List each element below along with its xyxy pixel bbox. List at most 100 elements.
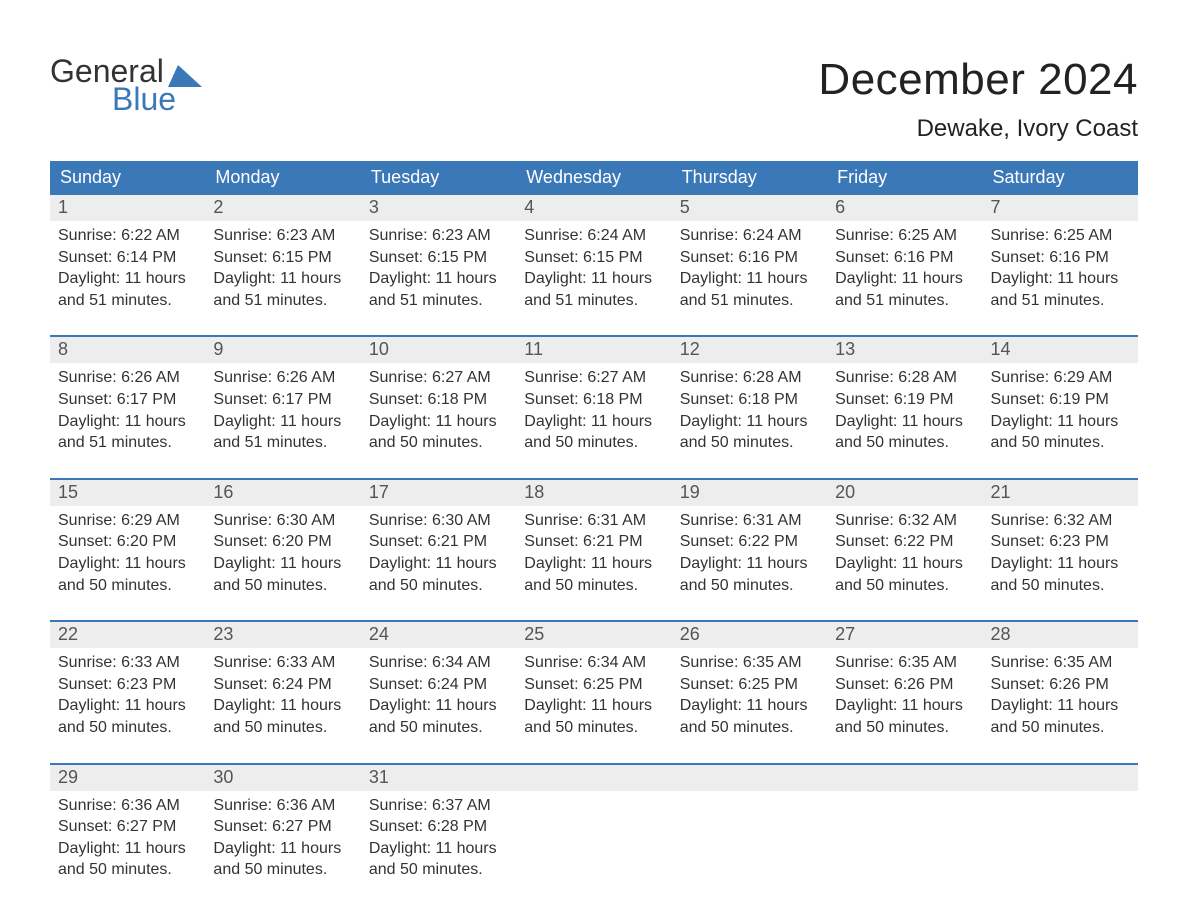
day-body: Sunrise: 6:24 AMSunset: 6:15 PMDaylight:… bbox=[516, 221, 671, 311]
day-body: Sunrise: 6:30 AMSunset: 6:21 PMDaylight:… bbox=[361, 506, 516, 596]
day-body: Sunrise: 6:31 AMSunset: 6:21 PMDaylight:… bbox=[516, 506, 671, 596]
day-cell: 17Sunrise: 6:30 AMSunset: 6:21 PMDayligh… bbox=[361, 480, 516, 620]
day-ss: Sunset: 6:26 PM bbox=[835, 674, 974, 696]
day-sr: Sunrise: 6:34 AM bbox=[369, 652, 508, 674]
day-number: 1 bbox=[50, 195, 205, 221]
day-body: Sunrise: 6:23 AMSunset: 6:15 PMDaylight:… bbox=[205, 221, 360, 311]
day-body bbox=[827, 791, 982, 801]
day-number: 4 bbox=[516, 195, 671, 221]
day-cell: 20Sunrise: 6:32 AMSunset: 6:22 PMDayligh… bbox=[827, 480, 982, 620]
day-d1: Daylight: 11 hours bbox=[369, 838, 508, 860]
day-cell: 9Sunrise: 6:26 AMSunset: 6:17 PMDaylight… bbox=[205, 337, 360, 477]
weekday-header-row: SundayMondayTuesdayWednesdayThursdayFrid… bbox=[50, 161, 1138, 195]
day-ss: Sunset: 6:24 PM bbox=[213, 674, 352, 696]
day-d2: and 50 minutes. bbox=[369, 717, 508, 739]
weekday-header: Saturday bbox=[983, 161, 1138, 195]
day-number: 22 bbox=[50, 622, 205, 648]
day-ss: Sunset: 6:16 PM bbox=[991, 247, 1130, 269]
day-number: 9 bbox=[205, 337, 360, 363]
day-cell: 13Sunrise: 6:28 AMSunset: 6:19 PMDayligh… bbox=[827, 337, 982, 477]
day-d2: and 51 minutes. bbox=[58, 290, 197, 312]
day-number bbox=[983, 765, 1138, 791]
day-body bbox=[983, 791, 1138, 801]
day-body: Sunrise: 6:32 AMSunset: 6:23 PMDaylight:… bbox=[983, 506, 1138, 596]
day-d2: and 50 minutes. bbox=[680, 432, 819, 454]
day-d1: Daylight: 11 hours bbox=[524, 268, 663, 290]
day-number: 30 bbox=[205, 765, 360, 791]
day-d1: Daylight: 11 hours bbox=[58, 695, 197, 717]
day-number: 11 bbox=[516, 337, 671, 363]
day-number: 2 bbox=[205, 195, 360, 221]
day-d2: and 51 minutes. bbox=[680, 290, 819, 312]
day-d2: and 50 minutes. bbox=[524, 432, 663, 454]
day-d1: Daylight: 11 hours bbox=[58, 268, 197, 290]
day-body: Sunrise: 6:28 AMSunset: 6:19 PMDaylight:… bbox=[827, 363, 982, 453]
day-ss: Sunset: 6:22 PM bbox=[680, 531, 819, 553]
day-d1: Daylight: 11 hours bbox=[369, 553, 508, 575]
day-cell: 24Sunrise: 6:34 AMSunset: 6:24 PMDayligh… bbox=[361, 622, 516, 762]
day-sr: Sunrise: 6:35 AM bbox=[680, 652, 819, 674]
day-cell: 14Sunrise: 6:29 AMSunset: 6:19 PMDayligh… bbox=[983, 337, 1138, 477]
day-ss: Sunset: 6:28 PM bbox=[369, 816, 508, 838]
day-cell: 4Sunrise: 6:24 AMSunset: 6:15 PMDaylight… bbox=[516, 195, 671, 335]
day-ss: Sunset: 6:15 PM bbox=[524, 247, 663, 269]
header-bar: General Blue December 2024 Dewake, Ivory… bbox=[50, 55, 1138, 143]
week-row: 8Sunrise: 6:26 AMSunset: 6:17 PMDaylight… bbox=[50, 335, 1138, 477]
day-ss: Sunset: 6:14 PM bbox=[58, 247, 197, 269]
day-sr: Sunrise: 6:30 AM bbox=[213, 510, 352, 532]
day-d2: and 50 minutes. bbox=[524, 575, 663, 597]
logo: General Blue bbox=[50, 55, 202, 115]
day-body bbox=[516, 791, 671, 801]
day-number: 15 bbox=[50, 480, 205, 506]
day-d1: Daylight: 11 hours bbox=[213, 838, 352, 860]
day-ss: Sunset: 6:24 PM bbox=[369, 674, 508, 696]
day-d2: and 51 minutes. bbox=[213, 432, 352, 454]
day-ss: Sunset: 6:18 PM bbox=[369, 389, 508, 411]
day-number bbox=[827, 765, 982, 791]
day-sr: Sunrise: 6:33 AM bbox=[58, 652, 197, 674]
day-d2: and 50 minutes. bbox=[369, 432, 508, 454]
day-d1: Daylight: 11 hours bbox=[991, 268, 1130, 290]
day-cell: 6Sunrise: 6:25 AMSunset: 6:16 PMDaylight… bbox=[827, 195, 982, 335]
day-body: Sunrise: 6:35 AMSunset: 6:25 PMDaylight:… bbox=[672, 648, 827, 738]
day-body: Sunrise: 6:22 AMSunset: 6:14 PMDaylight:… bbox=[50, 221, 205, 311]
day-cell: 18Sunrise: 6:31 AMSunset: 6:21 PMDayligh… bbox=[516, 480, 671, 620]
day-number bbox=[516, 765, 671, 791]
day-ss: Sunset: 6:19 PM bbox=[835, 389, 974, 411]
day-d2: and 50 minutes. bbox=[991, 432, 1130, 454]
day-d1: Daylight: 11 hours bbox=[835, 553, 974, 575]
day-d2: and 50 minutes. bbox=[835, 717, 974, 739]
week-row: 22Sunrise: 6:33 AMSunset: 6:23 PMDayligh… bbox=[50, 620, 1138, 762]
day-d1: Daylight: 11 hours bbox=[680, 268, 819, 290]
day-d1: Daylight: 11 hours bbox=[369, 695, 508, 717]
day-body: Sunrise: 6:31 AMSunset: 6:22 PMDaylight:… bbox=[672, 506, 827, 596]
weekday-header: Friday bbox=[827, 161, 982, 195]
day-sr: Sunrise: 6:29 AM bbox=[58, 510, 197, 532]
day-number: 6 bbox=[827, 195, 982, 221]
day-body bbox=[672, 791, 827, 801]
day-body: Sunrise: 6:35 AMSunset: 6:26 PMDaylight:… bbox=[827, 648, 982, 738]
day-d1: Daylight: 11 hours bbox=[835, 411, 974, 433]
month-title: December 2024 bbox=[818, 55, 1138, 105]
day-ss: Sunset: 6:15 PM bbox=[369, 247, 508, 269]
day-number: 20 bbox=[827, 480, 982, 506]
weekday-header: Tuesday bbox=[361, 161, 516, 195]
week-row: 15Sunrise: 6:29 AMSunset: 6:20 PMDayligh… bbox=[50, 478, 1138, 620]
day-sr: Sunrise: 6:32 AM bbox=[991, 510, 1130, 532]
day-ss: Sunset: 6:18 PM bbox=[680, 389, 819, 411]
day-d1: Daylight: 11 hours bbox=[213, 268, 352, 290]
day-sr: Sunrise: 6:26 AM bbox=[58, 367, 197, 389]
day-cell: 31Sunrise: 6:37 AMSunset: 6:28 PMDayligh… bbox=[361, 765, 516, 905]
day-number: 12 bbox=[672, 337, 827, 363]
day-body: Sunrise: 6:24 AMSunset: 6:16 PMDaylight:… bbox=[672, 221, 827, 311]
day-number: 10 bbox=[361, 337, 516, 363]
day-number bbox=[672, 765, 827, 791]
day-cell bbox=[516, 765, 671, 905]
day-body: Sunrise: 6:27 AMSunset: 6:18 PMDaylight:… bbox=[361, 363, 516, 453]
day-d2: and 50 minutes. bbox=[680, 717, 819, 739]
day-sr: Sunrise: 6:27 AM bbox=[369, 367, 508, 389]
day-cell: 7Sunrise: 6:25 AMSunset: 6:16 PMDaylight… bbox=[983, 195, 1138, 335]
day-body: Sunrise: 6:34 AMSunset: 6:24 PMDaylight:… bbox=[361, 648, 516, 738]
day-cell bbox=[983, 765, 1138, 905]
day-d1: Daylight: 11 hours bbox=[524, 695, 663, 717]
